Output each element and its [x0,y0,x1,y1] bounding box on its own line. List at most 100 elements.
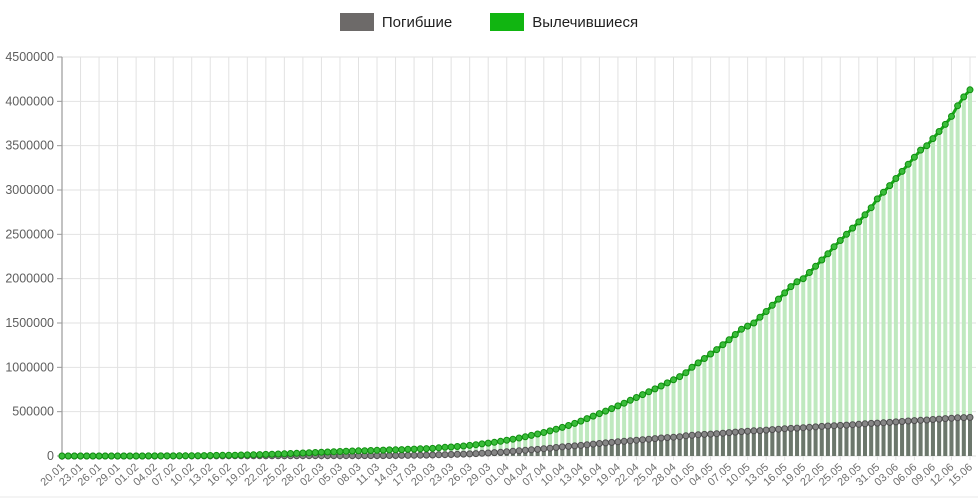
recovered-marker [262,450,270,458]
recovered-marker [373,446,381,454]
recovered-marker [892,175,900,182]
recovered-marker [404,445,412,453]
recovered-marker [713,346,721,354]
deaths-marker [886,418,894,426]
deaths-marker [762,426,770,434]
recovered-bar [881,192,886,456]
deaths-bar [702,434,707,456]
y-tick-label: 3000000 [5,183,54,197]
recovered-marker [472,441,480,449]
deaths-bar [801,427,806,456]
deaths-marker [929,416,937,423]
recovered-bar [634,397,639,456]
deaths-marker [824,422,832,430]
recovered-marker [163,452,171,460]
deaths-bar [943,418,948,456]
deaths-marker [731,428,739,436]
deaths-marker [898,418,906,425]
deaths-bar [609,442,614,456]
recovered-bar [547,430,552,456]
recovered-marker [657,382,665,390]
deaths-bar [622,441,627,456]
deaths-marker [441,451,449,459]
recovered-marker [460,442,467,450]
recovered-bar [745,326,750,456]
recovered-bar [566,425,571,456]
recovered-marker [293,449,301,457]
recovered-bar [819,260,824,456]
deaths-marker [614,438,622,446]
recovered-bar [646,391,651,456]
deaths-marker [700,430,708,438]
deaths-marker [398,451,406,459]
deaths-marker [497,448,505,456]
recovered-marker [355,447,362,455]
recovered-bar [504,440,509,456]
recovered-bar [702,358,707,456]
deaths-marker [484,449,492,457]
deaths-bar [572,445,577,456]
recovered-marker [552,425,560,433]
recovered-marker [416,445,424,453]
recovered-marker [534,430,542,438]
recovered-marker [348,447,356,455]
deaths-bar [634,440,639,456]
deaths-marker [435,451,443,459]
recovered-marker [558,423,566,431]
deaths-bar [770,429,775,456]
deaths-bar [924,419,929,456]
recovered-marker [392,446,400,454]
deaths-marker [565,442,572,450]
recovered-bar [585,418,590,456]
legend-item-deaths[interactable]: Погибшие [339,13,452,31]
recovered-marker [663,379,671,387]
recovered-bar [554,429,559,456]
recovered-marker [367,447,375,454]
recovered-marker [781,289,789,297]
y-tick-label: 2500000 [5,227,54,241]
recovered-bar [739,329,744,456]
recovered-bar [603,411,608,456]
recovered-marker [836,237,844,244]
deaths-marker [657,434,665,442]
recovered-swatch-icon [490,13,525,31]
deaths-marker [583,441,591,449]
deaths-bar [776,429,781,456]
deaths-marker [645,435,653,443]
deaths-bar [708,434,713,456]
deaths-marker [527,446,535,454]
recovered-bar [640,394,645,456]
recovered-marker [670,376,677,384]
recovered-marker [435,444,443,452]
recovered-marker [497,437,505,445]
recovered-marker [787,283,795,291]
recovered-marker [583,415,591,423]
deaths-marker [447,451,455,458]
deaths-bar [906,420,911,456]
recovered-marker [250,451,257,459]
recovered-marker [429,444,437,452]
recovered-bar [727,339,732,456]
deaths-bar [547,448,552,456]
legend-item-recovered[interactable]: Вылечившиеся [490,13,638,31]
y-tick-label: 3500000 [5,139,54,153]
recovered-marker [527,431,535,439]
recovered-marker [379,446,387,454]
recovered-marker [324,448,332,456]
recovered-bar [609,408,614,456]
y-tick-label: 1500000 [5,316,54,330]
recovered-marker [812,262,820,270]
recovered-bar [751,323,756,456]
recovered-marker [237,451,245,459]
recovered-bar [523,436,528,456]
deaths-bar [733,432,738,456]
deaths-marker [404,451,412,459]
deaths-marker [917,416,925,424]
recovered-bar [893,178,898,456]
recovered-marker [490,438,498,446]
deaths-bar [566,446,571,456]
recovered-bar [887,185,892,457]
recovered-bar [535,434,540,456]
recovered-marker [385,446,393,454]
recovered-marker [243,451,251,459]
